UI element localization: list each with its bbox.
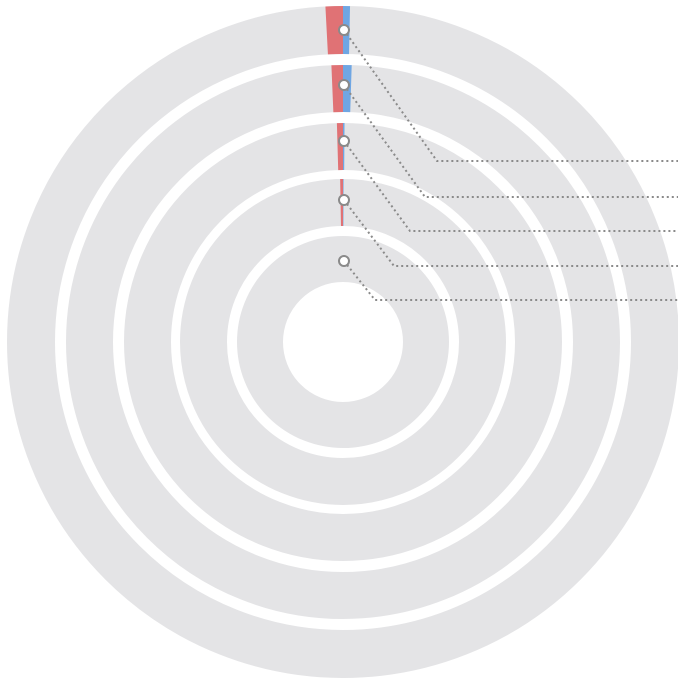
ring-marker-5 [338, 255, 350, 267]
ring-bar-negative-3 [336, 123, 343, 171]
ring-bar-negative-1 [325, 6, 343, 55]
ring-marker-1 [338, 24, 350, 36]
leader-line-5 [343, 260, 678, 301]
leader-line-2 [343, 84, 678, 198]
leader-line-1 [343, 29, 678, 162]
ring-track-5 [237, 236, 449, 448]
leader-lines [343, 29, 678, 301]
leader-line-3 [343, 140, 678, 232]
ring-bars [325, 6, 352, 227]
ring-markers [338, 24, 350, 267]
ring-bar-negative-2 [331, 65, 343, 113]
ring-marker-2 [338, 79, 350, 91]
ring-marker-4 [338, 194, 350, 206]
ring-marker-3 [338, 135, 350, 147]
